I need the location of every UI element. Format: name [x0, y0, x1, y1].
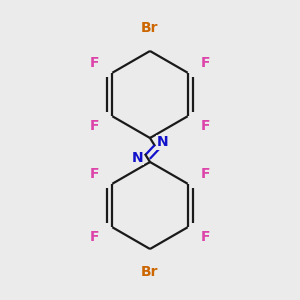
Text: N: N	[131, 151, 143, 165]
Text: F: F	[90, 119, 100, 134]
Text: F: F	[90, 56, 100, 70]
Text: F: F	[200, 119, 210, 134]
Text: F: F	[200, 56, 210, 70]
Text: F: F	[200, 167, 210, 181]
Text: N: N	[157, 135, 169, 149]
Text: F: F	[90, 167, 100, 181]
Text: Br: Br	[141, 22, 159, 35]
Text: Br: Br	[141, 265, 159, 278]
Text: F: F	[90, 230, 100, 244]
Text: F: F	[200, 230, 210, 244]
